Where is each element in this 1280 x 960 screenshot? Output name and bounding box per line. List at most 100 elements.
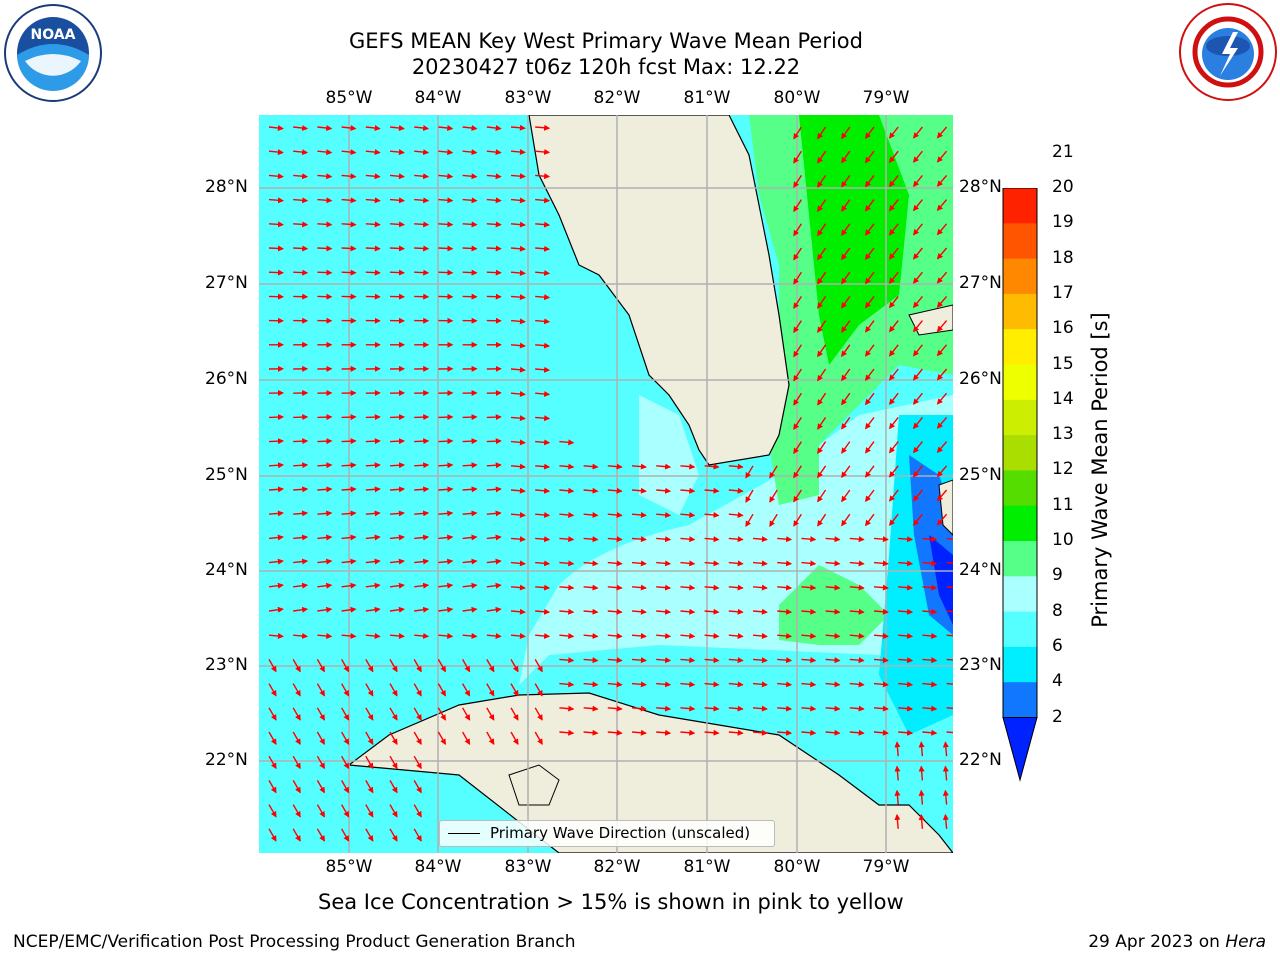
wave-direction-arrow xyxy=(801,584,817,591)
wave-direction-arrow xyxy=(365,125,381,132)
wave-direction-arrow xyxy=(841,320,851,333)
wave-direction-arrow xyxy=(268,197,284,204)
wave-direction-arrow xyxy=(316,780,326,794)
wave-direction-arrow xyxy=(559,729,575,736)
wave-direction-arrow xyxy=(486,534,502,541)
lon-label-top: 81°W xyxy=(683,88,731,108)
wave-direction-arrow xyxy=(728,705,744,712)
wave-direction-arrow xyxy=(849,681,865,688)
colorbar-tick-label: 11 xyxy=(1052,494,1074,515)
wave-direction-arrow xyxy=(583,584,599,591)
wave-direction-arrow xyxy=(936,513,948,526)
wave-direction-arrow xyxy=(777,584,793,591)
wave-direction-arrow xyxy=(936,368,948,381)
map-subtitle: 20230427 t06z 120h fcst Max: 12.22 xyxy=(411,55,801,79)
colorbar-tick-label: 21 xyxy=(1052,141,1074,162)
lat-label-left: 26°N xyxy=(205,369,248,389)
wave-direction-arrow xyxy=(414,534,430,541)
lon-label-bottom: 84°W xyxy=(414,857,462,877)
sea-ice-note: Sea Ice Concentration > 15% is shown in … xyxy=(318,890,904,914)
wave-direction-arrow xyxy=(486,125,502,132)
wave-direction-arrow xyxy=(841,489,851,503)
wave-direction-arrow xyxy=(841,223,851,237)
wave-direction-arrow xyxy=(438,269,454,276)
wave-direction-arrow xyxy=(535,536,551,543)
wave-direction-arrow xyxy=(656,632,672,639)
wave-direction-arrow xyxy=(825,705,841,712)
wave-direction-arrow xyxy=(316,804,326,818)
wave-direction-arrow xyxy=(946,561,953,564)
wave-direction-arrow xyxy=(462,632,478,639)
colorbar-tick-label: 15 xyxy=(1052,353,1074,374)
wave-direction-arrow xyxy=(817,392,827,406)
wave-direction-arrow xyxy=(922,608,938,615)
wave-direction-arrow xyxy=(340,780,350,794)
wave-direction-arrow xyxy=(894,813,901,829)
wave-direction-arrow xyxy=(461,731,471,745)
wave-direction-arrow xyxy=(752,584,768,591)
wave-direction-arrow xyxy=(918,789,925,805)
wave-direction-arrow xyxy=(918,765,925,781)
wave-direction-arrow xyxy=(486,606,502,613)
wave-direction-arrow xyxy=(365,755,374,770)
wave-direction-arrow xyxy=(888,174,899,188)
wave-direction-arrow xyxy=(817,199,827,213)
wave-direction-arrow xyxy=(864,320,875,333)
lat-label-right: 25°N xyxy=(959,465,1002,485)
lat-label-right: 23°N xyxy=(959,655,1002,675)
wave-direction-arrow xyxy=(898,632,914,639)
wave-direction-arrow xyxy=(268,582,284,589)
wave-direction-arrow xyxy=(583,560,599,567)
wave-direction-arrow xyxy=(912,441,923,454)
wave-direction-arrow xyxy=(801,657,817,664)
wave-direction-arrow xyxy=(583,536,599,543)
period-fill-8-9-gulf xyxy=(639,395,699,515)
wave-direction-arrow xyxy=(888,513,899,526)
wave-direction-arrow xyxy=(817,417,827,430)
wave-direction-arrow xyxy=(486,632,502,639)
isla-juventud xyxy=(508,764,560,806)
wave-direction-arrow xyxy=(341,582,357,589)
wave-direction-arrow xyxy=(888,344,899,357)
wave-direction-arrow xyxy=(912,271,923,284)
wave-direction-arrow xyxy=(936,465,948,478)
wave-direction-arrow xyxy=(704,511,720,518)
wave-direction-arrow xyxy=(841,416,851,430)
wave-direction-arrow xyxy=(801,705,817,712)
wave-direction-arrow xyxy=(559,463,575,470)
wave-direction-arrow xyxy=(293,632,309,639)
wave-direction-arrow xyxy=(510,608,526,615)
wave-direction-arrow xyxy=(437,707,447,721)
wave-direction-arrow xyxy=(293,510,309,517)
wave-direction-arrow xyxy=(801,632,817,639)
lat-label-left: 25°N xyxy=(205,465,248,485)
wave-direction-arrow xyxy=(365,486,381,493)
wave-direction-arrow xyxy=(728,511,744,518)
wave-direction-arrow xyxy=(841,174,851,188)
colorbar-tick-label: 14 xyxy=(1052,388,1074,409)
wave-direction-arrow xyxy=(486,438,502,445)
wave-direction-arrow xyxy=(293,486,309,493)
wave-direction-arrow xyxy=(486,659,495,673)
wave-direction-arrow xyxy=(864,392,875,406)
wave-direction-arrow xyxy=(817,465,827,479)
wave-direction-arrow xyxy=(936,441,948,454)
wave-direction-arrow xyxy=(510,173,526,180)
wave-direction-arrow xyxy=(631,560,647,567)
colorbar-tick-label: 8 xyxy=(1052,600,1063,621)
wave-direction-arrow xyxy=(462,221,478,228)
wave-direction-arrow xyxy=(728,632,744,639)
wave-direction-arrow xyxy=(462,534,478,541)
wave-direction-arrow xyxy=(607,560,623,567)
wave-direction-arrow xyxy=(389,659,398,673)
wave-direction-arrow xyxy=(888,465,899,478)
wave-direction-arrow xyxy=(888,416,899,430)
wave-direction-arrow xyxy=(389,558,405,565)
wave-direction-arrow xyxy=(912,126,923,139)
wave-direction-arrow xyxy=(365,269,381,276)
wave-direction-arrow xyxy=(486,558,502,565)
wave-direction-arrow xyxy=(365,462,381,469)
wave-direction-arrow xyxy=(268,462,284,469)
wave-direction-arrow xyxy=(801,608,817,615)
wave-direction-arrow xyxy=(510,487,526,494)
